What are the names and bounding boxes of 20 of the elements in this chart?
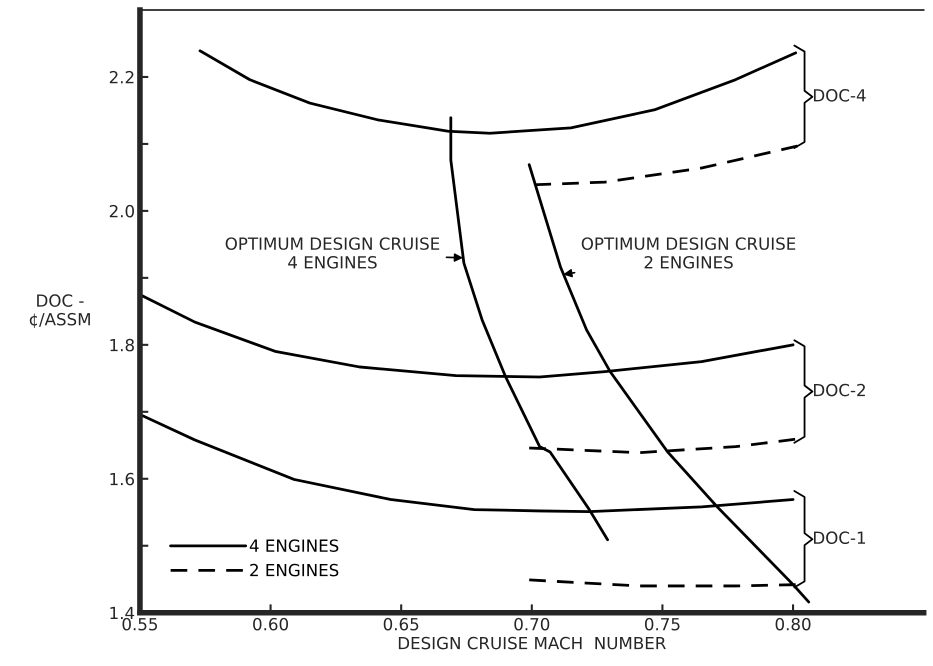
- annotation: DOC-2: [814, 384, 865, 396]
- y-tick-label: 1.6: [110, 472, 134, 486]
- x-tick-label: 0.60: [253, 618, 288, 630]
- y-tick-label: 1.8: [110, 338, 134, 352]
- x-tick-label: 0.80: [776, 618, 810, 630]
- x-tick-label: 0.65: [384, 618, 418, 630]
- y-axis-title: DOC - ¢/ASSM: [30, 294, 90, 328]
- y-tick-label: 2.0: [110, 204, 134, 218]
- legend-label: 2 ENGINES: [250, 564, 338, 576]
- annotation: OPTIMUM DESIGN CRUISE 2 ENGINES: [582, 237, 796, 269]
- y-tick-label: 1.4: [110, 606, 134, 620]
- x-tick-label: 0.70: [514, 618, 550, 630]
- x-tick-label: 0.55: [122, 618, 158, 630]
- annotation: OPTIMUM DESIGN CRUISE 4 ENGINES: [226, 237, 440, 269]
- annotation: DOC-4: [814, 89, 866, 102]
- annotation: DOC-1: [814, 531, 866, 544]
- x-axis-title: DESIGN CRUISE MACH NUMBER: [398, 636, 666, 650]
- legend-label: 4 ENGINES: [250, 539, 338, 552]
- x-tick-label: 0.75: [644, 618, 680, 630]
- y-tick-label: 2.2: [110, 70, 134, 84]
